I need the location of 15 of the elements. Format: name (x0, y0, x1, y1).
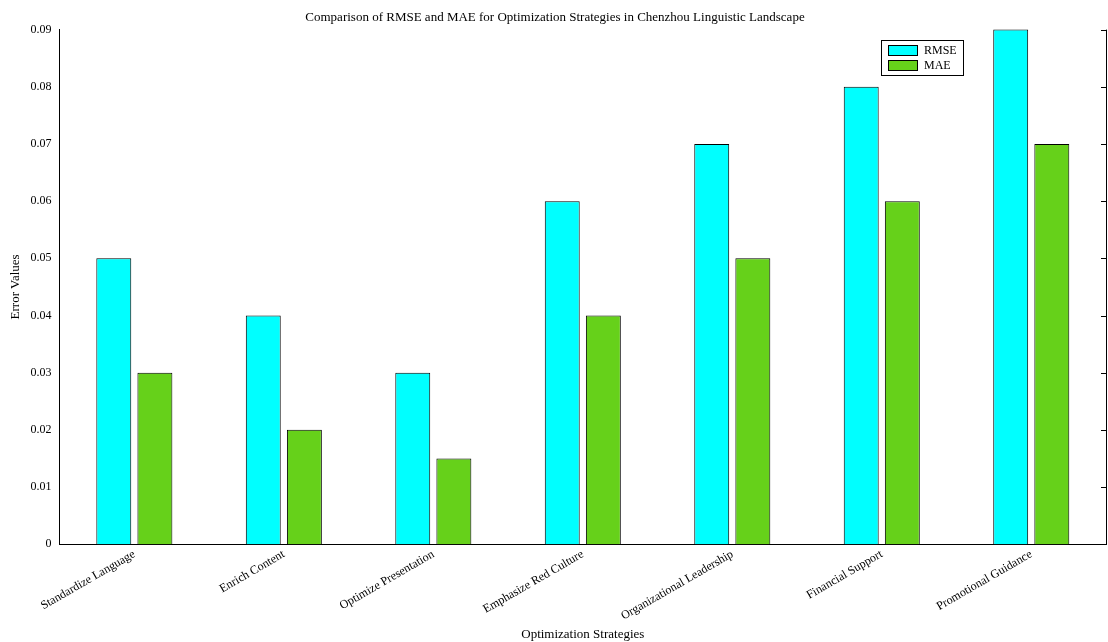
legend-label: RMSE (924, 42, 957, 58)
y-tick-label: 0.06 (30, 193, 52, 208)
y-tick-label: 0.03 (30, 364, 52, 379)
chart-title: Comparison of RMSE and MAE for Optimization Strategies in Chenzhou Linguistic Landscape (305, 9, 805, 25)
y-tick-label: 0.01 (30, 479, 52, 494)
y-tick-label: 0 (45, 536, 52, 551)
y-tick-label: 0.07 (30, 136, 52, 151)
y-axis-title: Error Values (7, 254, 23, 320)
x-axis-title: Optimization Strategies (521, 625, 645, 641)
y-tick-label: 0.08 (30, 78, 52, 93)
y-tick-label: 0.02 (30, 422, 52, 437)
y-tick-label: 0.09 (30, 21, 52, 36)
legend-label: MAE (924, 57, 951, 73)
y-tick-label: 0.05 (30, 250, 52, 265)
y-tick-label: 0.04 (30, 307, 52, 322)
